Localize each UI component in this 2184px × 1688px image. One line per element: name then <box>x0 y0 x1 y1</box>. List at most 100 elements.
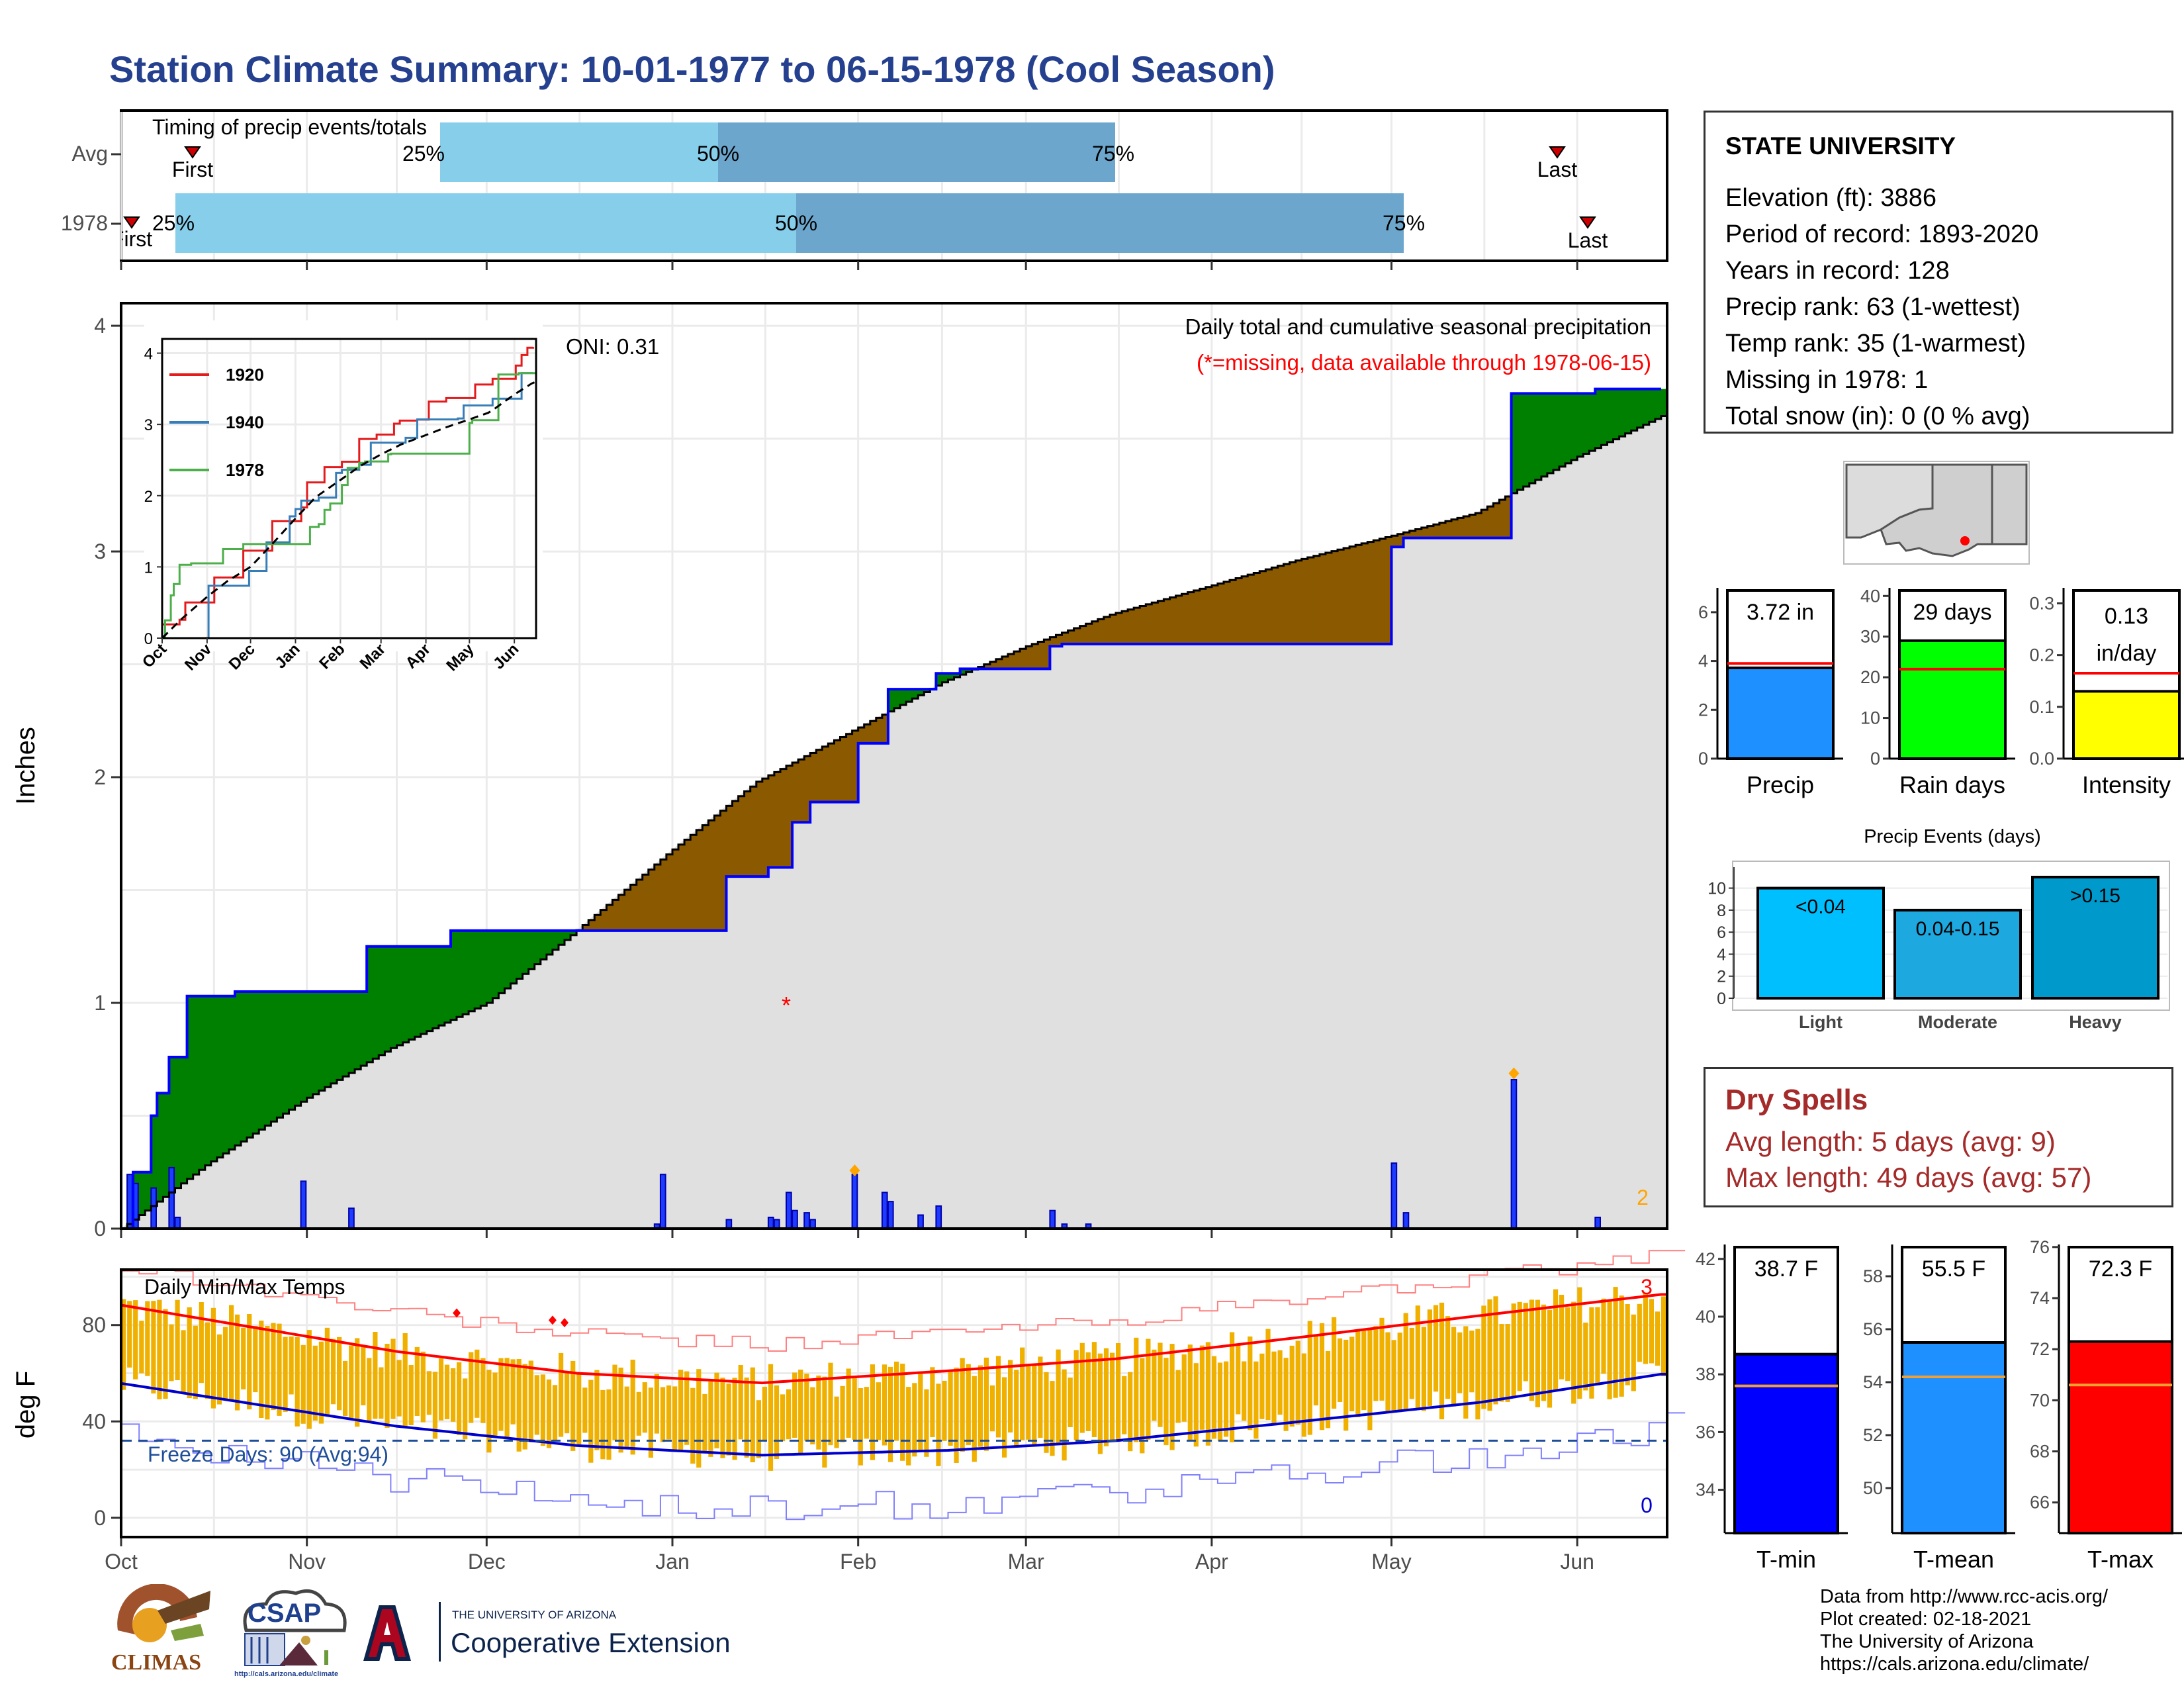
daily-temp-bar <box>828 1362 833 1446</box>
events-bar-heavy <box>2031 875 2160 1000</box>
summary-value-label: 38.7 F <box>1754 1256 1818 1282</box>
temp-summary-charts: 34 36 38 40 42 38.7 F T-min 50 52 54 56 58 55.5 F T-m… <box>1696 1237 2182 1573</box>
station-info-box: STATE UNIVERSITY Elevation (ft): 3886 Pe… <box>1704 111 2173 434</box>
daily-temp-bar <box>1217 1362 1223 1441</box>
daily-temp-bar <box>1493 1296 1498 1405</box>
daily-precip-bar <box>887 1201 894 1229</box>
anomaly-below-segment <box>1433 524 1440 538</box>
anomaly-below-segment <box>600 910 607 931</box>
anomaly-below-segment <box>1097 619 1105 644</box>
anomaly-below-segment <box>1469 514 1476 538</box>
daily-temp-bar <box>1559 1295 1565 1380</box>
daily-temp-bar <box>660 1387 666 1442</box>
anomaly-below-segment <box>588 919 595 931</box>
daily-temp-bar <box>834 1396 839 1448</box>
daily-temp-bar <box>786 1389 792 1440</box>
anomaly-below-segment <box>1271 567 1279 644</box>
daily-temp-bar <box>1343 1339 1349 1431</box>
anomaly-above-segment <box>565 930 571 940</box>
summary-chart-precip: 0 2 4 6 3.72 in Precip <box>1698 588 1843 798</box>
anomaly-below-segment <box>1205 586 1212 644</box>
precip-header: Daily total and cumulative seasonal prec… <box>1185 314 1651 339</box>
daily-temp-bar <box>1511 1303 1516 1399</box>
daily-temp-bar <box>1068 1378 1073 1427</box>
anomaly-above-segment <box>912 689 919 699</box>
daily-temp-bar <box>1427 1309 1432 1406</box>
daily-temp-bar <box>1044 1372 1049 1453</box>
anomaly-below-segment <box>672 849 679 931</box>
daily-temp-bar <box>1487 1299 1492 1411</box>
timing-1978-first-label: First <box>111 227 152 251</box>
daily-temp-bar <box>1595 1307 1600 1385</box>
anomaly-above-segment <box>337 992 343 1080</box>
anomaly-above-segment <box>1523 393 1530 487</box>
month-tick-label: Mar <box>1008 1550 1044 1573</box>
daily-temp-bar <box>570 1360 576 1451</box>
anomaly-below-segment <box>1307 557 1314 644</box>
temp-ylabel: deg F <box>11 1371 40 1438</box>
daily-precip-bar <box>1594 1217 1602 1229</box>
summary-chart-intensity: 0.0 0.1 0.2 0.3 0.13 in/day Intensity <box>2029 588 2184 798</box>
anomaly-below-segment <box>750 786 757 877</box>
summary-ytick-label: 72 <box>2030 1339 2050 1359</box>
summary-bar <box>2072 690 2181 761</box>
daily-temp-bar <box>1475 1329 1480 1420</box>
daily-temp-bar <box>972 1376 977 1462</box>
station-snow: Total snow (in): 0 (0 % avg) <box>1725 402 2030 430</box>
record-low-count: 0 <box>1641 1493 1653 1517</box>
summary-bar <box>1726 666 1835 760</box>
anomaly-below-segment <box>1140 606 1146 644</box>
summary-bar <box>1733 1352 1839 1535</box>
page-title: Station Climate Summary: 10-01-1977 to 0… <box>109 48 1275 90</box>
anomaly-below-segment <box>1463 516 1470 538</box>
anomaly-below-segment <box>642 874 649 931</box>
daily-temp-bar <box>259 1321 264 1418</box>
anomaly-above-segment <box>918 689 925 696</box>
daily-temp-bar <box>277 1323 282 1416</box>
daily-temp-bar <box>1187 1344 1193 1442</box>
anomaly-below-segment <box>1230 580 1236 644</box>
ua-logo: THE UNIVERSITY OF ARIZONA Cooperative Ex… <box>361 1601 745 1673</box>
anomaly-below-segment <box>696 829 703 931</box>
daily-precip-bar <box>792 1209 798 1229</box>
anomaly-above-segment <box>498 930 506 994</box>
inset-ytick-label: 4 <box>144 346 153 363</box>
daily-temp-bar <box>121 1299 126 1390</box>
daily-temp-bar <box>1403 1313 1408 1411</box>
anomaly-below-segment <box>1169 597 1177 644</box>
daily-temp-bar <box>1619 1295 1624 1397</box>
summary-value-label: 3.72 in <box>1747 600 1814 625</box>
timing-1978-late <box>796 193 1404 253</box>
summary-ytick-label: 54 <box>1863 1372 1883 1392</box>
summary-ytick-label: 0.1 <box>2029 697 2054 717</box>
precip-ytick-label: 0 <box>94 1217 106 1241</box>
daily-temp-bar <box>1175 1370 1181 1423</box>
csap-logo-text: CSAP <box>248 1599 322 1628</box>
summary-value-label: 29 days <box>1913 600 1991 625</box>
station-missing: Missing in 1978: 1 <box>1725 366 1929 394</box>
daily-temp-bar <box>924 1389 929 1457</box>
anomaly-above-segment <box>259 992 265 1130</box>
record-high-marker <box>561 1318 569 1328</box>
daily-temp-bar <box>1242 1361 1247 1421</box>
timing-row-1978-label: 1978 <box>61 211 108 235</box>
anomaly-below-segment <box>1493 503 1500 538</box>
daily-temp-bar <box>420 1351 426 1423</box>
daily-temp-bar <box>960 1358 965 1452</box>
anomaly-below-segment <box>1146 604 1152 644</box>
anomaly-below-segment <box>1338 549 1344 644</box>
daily-temp-bar <box>295 1336 300 1427</box>
daily-temp-bar <box>289 1336 294 1395</box>
daily-temp-bar <box>858 1388 863 1466</box>
anomaly-below-segment <box>780 769 787 868</box>
daily-temp-bar <box>229 1305 234 1401</box>
inset-line-1978 <box>162 372 536 639</box>
daily-temp-bar <box>1271 1351 1277 1425</box>
daily-temp-bar <box>1248 1336 1253 1430</box>
anomaly-above-segment <box>516 930 523 979</box>
anomaly-below-segment <box>714 816 721 931</box>
daily-temp-bar <box>1571 1301 1576 1404</box>
precip-ytick-label: 1 <box>94 991 106 1015</box>
anomaly-below-segment <box>1134 608 1140 644</box>
daily-temp-bar <box>1649 1299 1654 1364</box>
